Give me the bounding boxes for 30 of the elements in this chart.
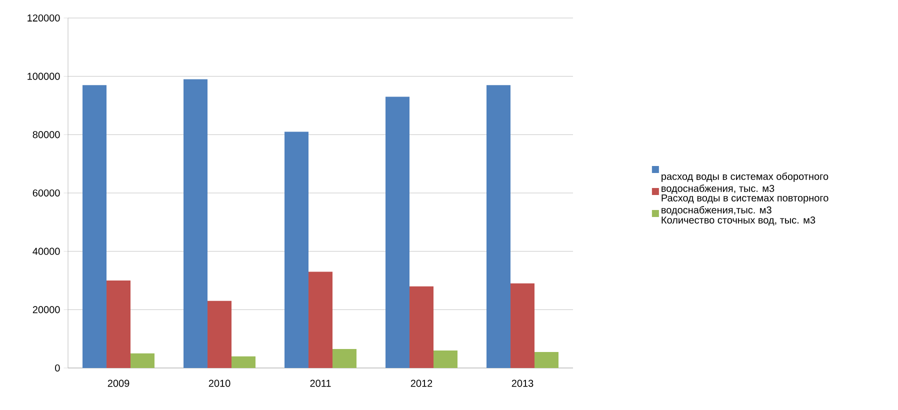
bar <box>208 300 232 368</box>
bar <box>130 353 155 368</box>
y-tick-label: 0 <box>55 364 60 372</box>
y-tick-label: 80000 <box>32 131 60 138</box>
bar <box>308 272 333 368</box>
bar <box>410 286 434 368</box>
bar <box>284 132 309 368</box>
x-tick-label: 2011 <box>310 380 331 387</box>
bar <box>106 280 131 368</box>
legend-label: расход воды в системах оборотного водоснабжения, тыс. м3 <box>662 172 828 194</box>
y-tick-label: 20000 <box>32 306 60 314</box>
x-tick-label: 2010 <box>208 380 230 387</box>
x-tick-label: 2012 <box>410 380 432 387</box>
bar <box>510 283 534 368</box>
bar <box>232 356 256 368</box>
y-tick-label: 60000 <box>32 189 60 197</box>
y-tick-label: 40000 <box>32 248 60 255</box>
bar <box>434 350 458 368</box>
x-tick-label: 2009 <box>108 380 130 387</box>
bar <box>332 349 357 368</box>
legend-label: Количество сточных вод, тыс. м3 <box>662 216 816 226</box>
y-tick-label: 120000 <box>28 14 60 22</box>
bar <box>82 85 107 368</box>
legend-label: Расход воды в системах повторного водоснабжения,тыс. м3 <box>662 194 828 216</box>
bar <box>386 96 410 368</box>
y-tick-label: 100000 <box>28 72 60 80</box>
bar <box>184 79 208 368</box>
x-tick-label: 2013 <box>512 380 534 387</box>
bar <box>534 352 558 368</box>
bar <box>486 85 510 368</box>
